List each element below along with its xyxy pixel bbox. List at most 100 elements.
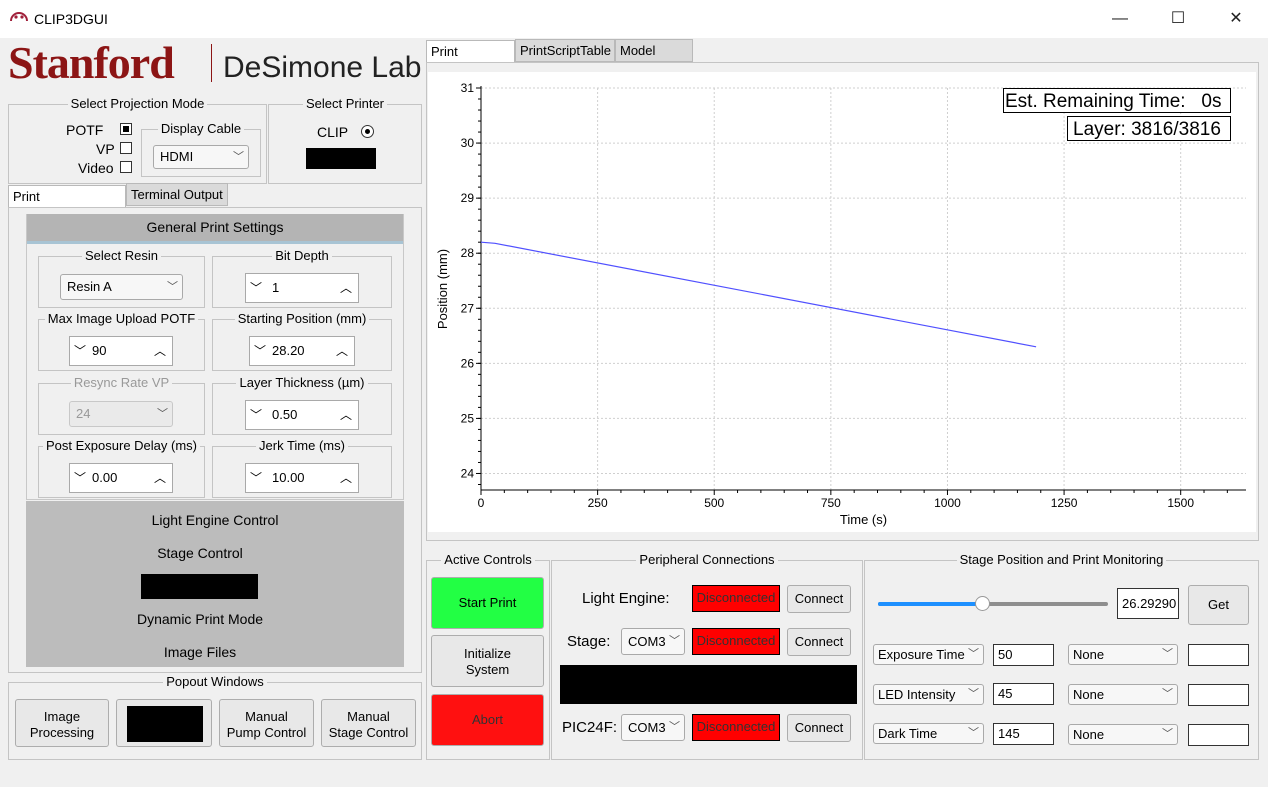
abort-button[interactable]: Abort [431,694,544,746]
stage-connect-button[interactable]: Connect [787,628,851,656]
series-line [480,241,1037,348]
select-resin-combo[interactable]: Resin A ﹀ [60,274,183,300]
video-checkbox[interactable] [120,161,132,173]
stage-label: Stage: [567,633,611,650]
remaining-time-annotation: Est. Remaining Time: 0s [1003,88,1231,113]
layer-thickness-title: Layer Thickness (µm) [236,375,368,390]
stage-port-select[interactable]: COM3 ﹀ [621,628,685,655]
chevron-down-icon[interactable]: ﹀ [250,408,263,422]
chevron-up-icon[interactable]: ︿ [339,408,352,422]
post-exposure-delay-spinner[interactable]: ﹀ 0.00 ︿ [69,463,173,493]
display-cable-select[interactable]: HDMI ﹀ [153,145,249,169]
monitor-mode-select-2[interactable]: None ﹀ [1068,684,1178,705]
position-slider-handle[interactable] [974,596,990,611]
select-printer-group: Select Printer [268,96,422,184]
y-tick-label: 25 [461,411,475,425]
chevron-down-icon[interactable]: ﹀ [254,344,267,358]
monitor-param-value-1: Exposure Time [878,647,965,662]
bit-depth-spinner[interactable]: ﹀ 1 ︿ [245,273,359,303]
section-dynamic-print-mode[interactable]: Dynamic Print Mode [136,611,264,627]
resync-rate-value: 24 [76,406,91,421]
monitor-value-field-3[interactable]: 145 [993,723,1054,745]
y-tick-label: 28 [461,246,475,260]
position-slider[interactable] [878,596,1108,611]
monitor-extra-field-1[interactable] [1188,644,1249,666]
section-light-engine-control[interactable]: Light Engine Control [151,512,279,528]
pic24f-port-select[interactable]: COM3 ﹀ [621,714,685,741]
bit-depth-title: Bit Depth [272,248,332,263]
chevron-up-icon[interactable]: ︿ [339,471,352,485]
manual-pump-control-button[interactable]: Manual Pump Control [219,699,314,747]
chevron-up-icon[interactable]: ︿ [153,344,166,358]
layer-thickness-spinner[interactable]: ﹀ 0.50 ︿ [245,400,359,430]
peripheral-connections-title: Peripheral Connections [636,552,778,567]
stanford-logo: Stanford [8,37,175,88]
initialize-system-button[interactable]: Initialize System [431,635,544,687]
chevron-down-icon: ﹀ [157,408,168,420]
tab-print-progress[interactable]: Print Progress [426,40,515,80]
section-stage-control[interactable]: Stage Control [157,545,243,561]
image-processing-button[interactable]: Image Processing [15,699,109,747]
display-cable-title: Display Cable [157,121,245,136]
monitor-value-field-1[interactable]: 50 [993,644,1054,666]
starting-position-spinner[interactable]: ﹀ 28.20 ︿ [249,336,355,366]
jerk-time-title: Jerk Time (ms) [256,438,348,453]
monitor-extra-field-3[interactable] [1188,724,1249,746]
popout-blank-button[interactable] [116,699,212,747]
chevron-down-icon[interactable]: ﹀ [250,281,263,295]
close-button[interactable]: ✕ [1229,10,1243,27]
minimize-button[interactable]: — [1112,10,1128,27]
display-cable-value: HDMI [160,149,194,164]
potf-checkbox[interactable] [120,123,132,135]
layer-count-annotation: Layer: 3816/3816 [1067,116,1231,141]
tab-printscripttable[interactable]: PrintScriptTable [515,39,615,62]
stage-monitoring-title: Stage Position and Print Monitoring [956,552,1167,567]
title-bar [0,0,1268,38]
section-image-files[interactable]: Image Files [163,644,237,660]
tab-print-customization[interactable]: Print Customization [8,185,126,225]
start-print-button[interactable]: Start Print [431,577,544,629]
clip-radio[interactable] [361,125,374,138]
max-image-upload-spinner[interactable]: ﹀ 90 ︿ [69,336,173,366]
lab-name: DeSimone Lab [223,51,422,84]
monitor-param-select-3[interactable]: Dark Time ﹀ [873,723,984,744]
chevron-up-icon[interactable]: ︿ [335,344,348,358]
tab-model-slicer[interactable]: Model Slicer [615,39,693,79]
y-tick-label: 26 [461,356,475,370]
monitor-param-select-1[interactable]: Exposure Time ﹀ [873,644,984,665]
projection-mode-title: Select Projection Mode [67,96,208,111]
pic24f-connect-button[interactable]: Connect [787,714,851,742]
chevron-down-icon[interactable]: ﹀ [74,471,87,485]
chevron-down-icon: ﹀ [968,688,979,700]
chevron-down-icon: ﹀ [968,727,979,739]
chevron-down-icon[interactable]: ﹀ [74,344,87,358]
starting-position-title: Starting Position (mm) [234,311,370,326]
vp-checkbox[interactable] [120,142,132,154]
monitor-extra-field-2[interactable] [1188,684,1249,706]
monitor-mode-select-1[interactable]: None ﹀ [1068,644,1178,665]
video-label: Video [78,160,114,176]
monitor-value-field-2[interactable]: 45 [993,683,1054,705]
app-icon [10,12,28,22]
clip-label: CLIP [317,124,349,140]
bit-depth-group: Bit Depth [212,248,392,308]
x-tick-label: 1000 [934,496,961,510]
monitor-param-value-3: Dark Time [878,726,938,741]
monitor-mode-select-3[interactable]: None ﹀ [1068,724,1178,745]
stage-position-field[interactable]: 26.29290 [1117,588,1179,619]
get-position-button[interactable]: Get [1188,585,1249,625]
light-engine-connect-button[interactable]: Connect [787,585,851,613]
popout-windows-group: Popout Windows [8,674,422,760]
window-title: CLIP3DGUI [34,11,108,27]
manual-stage-control-button[interactable]: Manual Stage Control [321,699,416,747]
maximize-button[interactable]: ☐ [1170,10,1186,27]
jerk-time-spinner[interactable]: ﹀ 10.00 ︿ [245,463,359,493]
chevron-down-icon[interactable]: ﹀ [250,471,263,485]
chevron-up-icon[interactable]: ︿ [153,471,166,485]
tab-terminal-output[interactable]: Terminal Output [126,183,228,206]
jerk-time-group: Jerk Time (ms) [212,438,392,498]
peripheral-status-box [560,665,857,704]
max-image-upload-title: Max Image Upload POTF [44,311,199,326]
monitor-param-select-2[interactable]: LED Intensity ﹀ [873,684,984,705]
chevron-up-icon[interactable]: ︿ [339,281,352,295]
